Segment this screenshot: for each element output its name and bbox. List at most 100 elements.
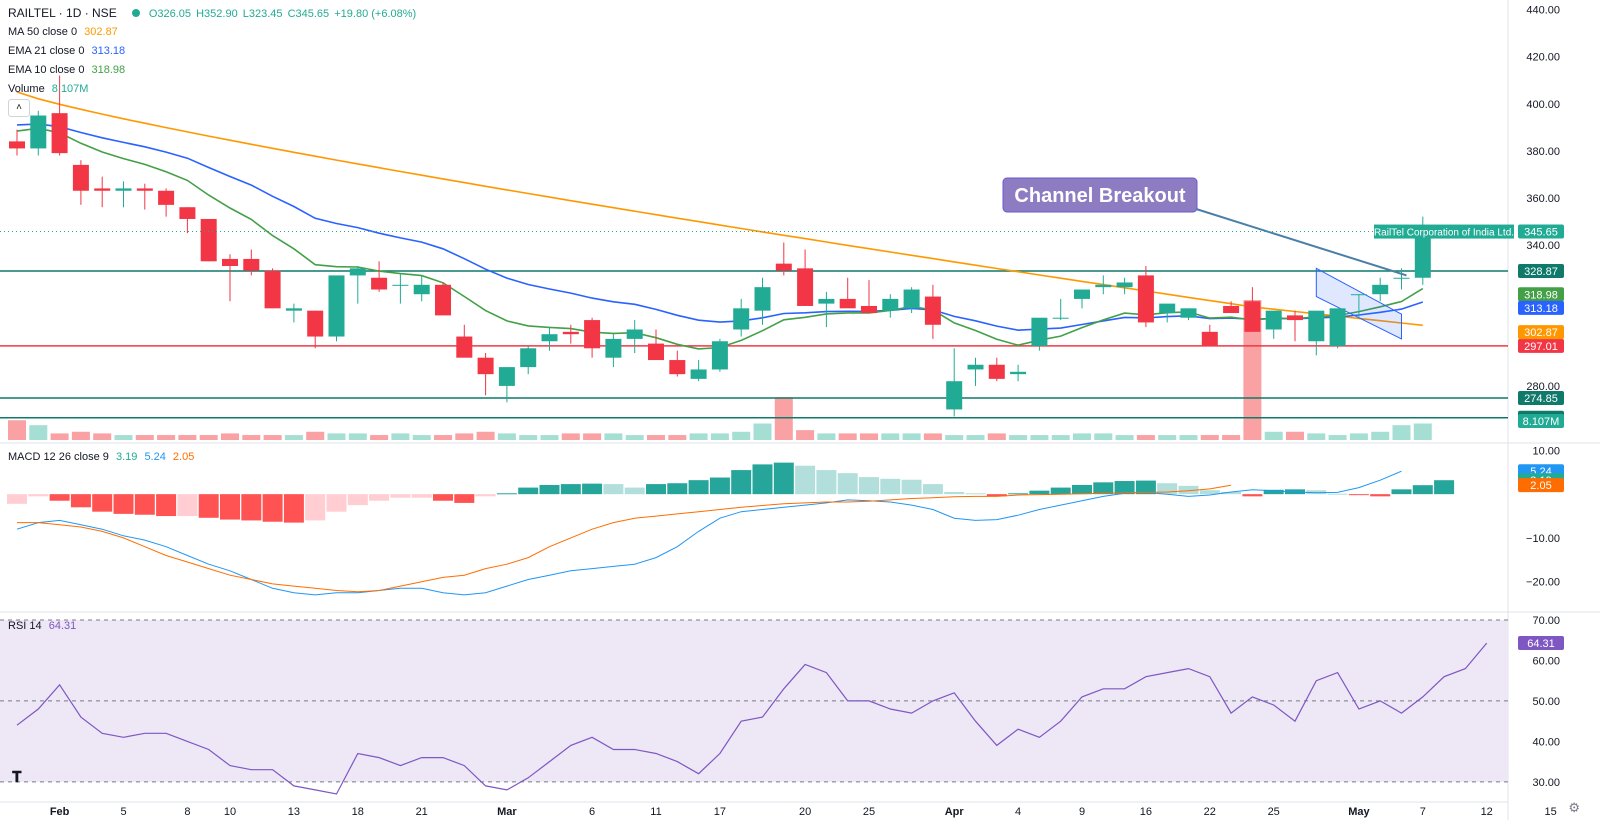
candle-body bbox=[179, 207, 196, 219]
candle-body bbox=[669, 360, 686, 375]
volume-bar bbox=[306, 431, 325, 440]
price-tick-label: 400.00 bbox=[1526, 99, 1560, 111]
volume-bar bbox=[1073, 433, 1091, 440]
macd-value-3: 2.05 bbox=[172, 451, 195, 463]
rsi-tick-label: 30.00 bbox=[1532, 777, 1560, 789]
macd-histogram-bar bbox=[198, 494, 219, 518]
candle-body bbox=[72, 164, 89, 191]
candle-body bbox=[1329, 308, 1346, 346]
candle-body bbox=[264, 270, 281, 309]
macd-histogram-bar bbox=[369, 494, 390, 501]
ema21-line bbox=[16, 123, 1424, 332]
volume-bar bbox=[561, 433, 580, 440]
time-axis-label: 21 bbox=[416, 806, 428, 818]
volume-bar bbox=[923, 433, 942, 440]
volume-value: 8.107M bbox=[51, 83, 89, 95]
macd-signal-line bbox=[17, 484, 1232, 593]
macd-histogram-bar bbox=[113, 494, 134, 514]
macd-histogram-bar bbox=[1093, 482, 1114, 495]
macd-histogram-bar bbox=[582, 483, 603, 495]
macd-histogram-bar bbox=[539, 484, 560, 495]
ohlc-low: L323.45 bbox=[242, 8, 283, 20]
macd-label: MACD 12 26 close 9 bbox=[8, 451, 109, 463]
macd-histogram-bar bbox=[7, 494, 27, 504]
macd-histogram-bar bbox=[624, 487, 645, 495]
time-axis-label: 7 bbox=[1420, 806, 1426, 818]
macd-histogram-bar bbox=[1221, 491, 1242, 495]
rsi-tick-label: 40.00 bbox=[1532, 736, 1560, 748]
volume-bar bbox=[1136, 435, 1155, 440]
volume-bar bbox=[540, 435, 559, 440]
ema21-label: EMA 21 close 0 bbox=[8, 45, 85, 57]
candle-body bbox=[754, 287, 771, 311]
annotation-text: Channel Breakout bbox=[1014, 185, 1185, 207]
volume-bar bbox=[647, 435, 665, 440]
candle-body bbox=[392, 284, 409, 286]
volume-bar bbox=[689, 433, 708, 440]
volume-bar bbox=[221, 433, 239, 440]
volume-bar bbox=[1349, 433, 1368, 440]
volume-bar bbox=[93, 433, 112, 440]
rsi-legend[interactable]: RSI 14 64.31 bbox=[8, 619, 76, 633]
volume-bar bbox=[966, 435, 985, 440]
macd-histogram-bar bbox=[177, 494, 198, 517]
volume-legend[interactable]: Volume 8.107M bbox=[8, 82, 88, 96]
volume-bar bbox=[263, 435, 282, 440]
level-pill-bg bbox=[1518, 264, 1564, 279]
macd-histogram-bar bbox=[1050, 487, 1071, 495]
volume-bar bbox=[476, 431, 495, 440]
volume-bar bbox=[817, 433, 836, 440]
price-tick-label: 360.00 bbox=[1526, 193, 1560, 205]
macd-value-1: 3.19 bbox=[115, 451, 138, 463]
rsi-tick-label: 60.00 bbox=[1532, 655, 1560, 667]
macd-histogram-bar bbox=[986, 494, 1007, 497]
volume-bar bbox=[1328, 435, 1347, 440]
ema10-legend[interactable]: EMA 10 close 0 318.98 bbox=[8, 63, 125, 77]
volume-bar bbox=[497, 433, 516, 440]
ohlc-open: O326.05 bbox=[148, 8, 192, 20]
candle-body bbox=[1287, 315, 1303, 321]
macd-histogram-bar bbox=[518, 487, 539, 495]
ma-pill-bg bbox=[1518, 300, 1564, 315]
gear-icon[interactable]: ⚙ bbox=[1568, 800, 1580, 815]
candle-body bbox=[477, 357, 494, 375]
volume-bar bbox=[199, 435, 218, 440]
macd-histogram-bar bbox=[944, 491, 965, 495]
macd-tick-label: 10.00 bbox=[1532, 445, 1560, 457]
macd-legend[interactable]: MACD 12 26 close 9 3.19 5.24 2.05 bbox=[8, 450, 194, 464]
volume-bar bbox=[178, 435, 197, 440]
tradingview-logo-icon[interactable]: 𝐓 bbox=[12, 768, 22, 786]
price-tick-label: 340.00 bbox=[1526, 240, 1560, 252]
candle-body bbox=[1372, 284, 1389, 295]
volume-bar bbox=[668, 435, 687, 440]
volume-bar bbox=[1009, 435, 1028, 440]
company-tag: RailTel Corporation of India Ltd. bbox=[1374, 228, 1514, 239]
ema21-legend[interactable]: EMA 21 close 0 313.18 bbox=[8, 44, 125, 58]
macd-histogram-bar bbox=[433, 494, 453, 501]
symbol-legend[interactable]: RAILTEL · 1D · NSE O326.05 H352.90 L323.… bbox=[8, 6, 418, 21]
volume-bar bbox=[412, 435, 431, 440]
candle-body bbox=[690, 369, 707, 379]
ema10-value: 318.98 bbox=[91, 64, 126, 76]
candle-body bbox=[136, 188, 153, 191]
candle-body bbox=[371, 277, 388, 290]
candle-body bbox=[1095, 284, 1112, 288]
volume-bar bbox=[1222, 435, 1241, 440]
macd-histogram-bar bbox=[1370, 494, 1391, 497]
candle-body bbox=[1052, 317, 1069, 319]
time-axis-label: 22 bbox=[1204, 806, 1216, 818]
ma-pill: 313.18 bbox=[1524, 303, 1558, 315]
volume-bar bbox=[1371, 431, 1390, 440]
candle-body bbox=[520, 348, 537, 368]
time-axis-label: 25 bbox=[863, 806, 875, 818]
candle-body bbox=[1265, 310, 1282, 330]
candle-body bbox=[924, 296, 941, 325]
collapse-legend-button[interactable]: ˄ bbox=[8, 99, 30, 117]
ma50-legend[interactable]: MA 50 close 0 302.87 bbox=[8, 25, 118, 39]
macd-histogram-bar bbox=[1412, 485, 1433, 495]
volume-bar bbox=[391, 433, 410, 440]
candle-body bbox=[51, 113, 68, 154]
macd-histogram-bar bbox=[922, 484, 943, 495]
rsi-tick-label: 50.00 bbox=[1532, 696, 1560, 708]
